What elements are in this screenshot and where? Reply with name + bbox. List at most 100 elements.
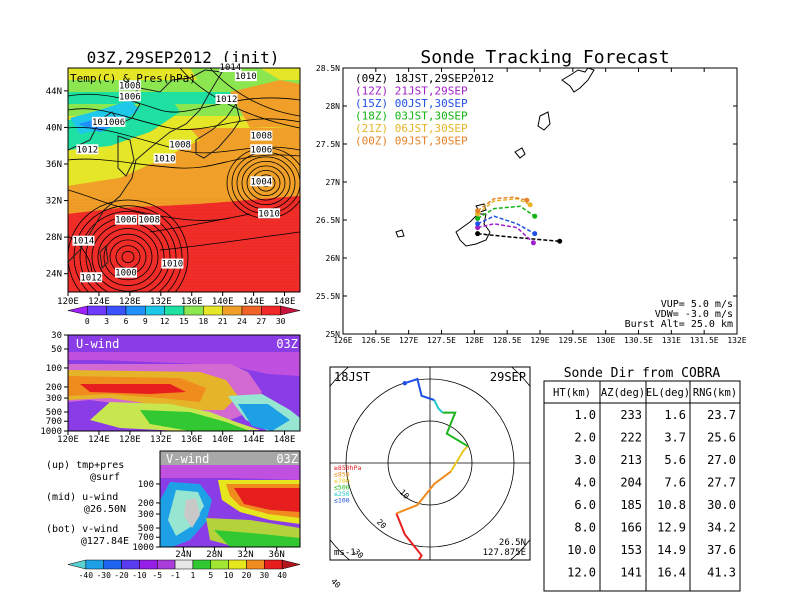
table-header: RNG(km) [693,387,737,399]
isobar-label: 1006 [119,92,141,102]
x-tick-label: 144E [243,435,265,445]
track-line [477,197,531,215]
track-frame [342,67,738,335]
y-tick-label: 500 [46,408,62,418]
temp-region [230,80,300,128]
colorbar-label: 18 [199,317,209,326]
colorbar-swatch [203,305,223,316]
table-cell: 30.0 [707,498,736,512]
isobar-label: 1006 [104,118,126,128]
u-wind-frame [67,334,301,432]
polar-legend-entry: ≤500 [334,484,350,492]
x-tick-label: 127.5E [427,336,456,345]
table-cell: 12.9 [657,521,686,535]
table-header: HT(km) [553,387,591,399]
x-tick-label: 126.5E [361,336,390,345]
colorbar-label: 20 [242,571,252,580]
isobar-label: 1008 [92,118,114,128]
table-cell: 166 [620,521,642,535]
panel-legend-text: (up) tmp+pres@surf (mid) u-wind@26.50N (bo… [46,460,129,547]
isobar-label-bg [258,208,281,219]
isobar [149,213,251,233]
x-tick-label: 136E [181,435,203,445]
track-legend-entry: (09Z) 18JST,29SEP2012 [355,72,494,85]
track-title: Sonde Tracking Forecast [420,47,669,68]
isobar-label-bg [219,62,242,72]
y-tick-label: 36N [46,160,62,170]
isobar [73,205,183,292]
colorbar-label: -1 [170,571,180,580]
table-cell: 233 [620,408,642,422]
x-tick-label: 120E [57,435,79,445]
track-legend: (09Z) 18JST,29SEP2012(12Z) 21JST,29SEP(1… [355,72,494,148]
colorbar-label: 10 [224,571,234,580]
colorbar-swatch [241,305,262,316]
table-title: Sonde Dir from COBRA [564,366,721,381]
isobar-label: 1006 [250,145,272,155]
isobar-label: 1010 [235,72,257,82]
x-tick-label: 131E [662,336,681,345]
legend-line: @127.84E [81,536,129,547]
y-tick-label: 26N [326,254,341,263]
x-tick-label: 144E [243,297,265,307]
isobar-label-bg [153,153,176,164]
colorbar-label: 12 [160,317,170,326]
isobar-label-bg [215,94,238,104]
isobar-label: 1010 [162,260,184,270]
y-tick-label: 27N [326,178,341,187]
polar-legend: ≥850hPa≤850≤700≤500≤250≤100 [334,464,361,505]
polar-time: 18JST [334,370,370,384]
isobar-label-bg [80,272,103,283]
colorbar-label: 21 [218,317,228,326]
polar-unit: ms-1 [334,548,356,558]
colorbar-swatch [261,305,281,316]
v-wind-x-ticks: 24N 28N 32N 36N [175,547,285,560]
isobar-label: 1010 [258,209,280,219]
isobar [103,233,153,281]
colorbar-label: 40 [277,571,287,580]
table-cell: 10.8 [657,498,686,512]
colorbar-label: -40 [79,571,94,580]
colorbar-label: 5 [208,571,213,580]
table-cell: 1.6 [664,408,686,422]
isobar-label-bg [169,139,192,150]
track-legend-entry: (21Z) 06JST,30SEP [355,122,468,135]
temp-region [68,116,200,186]
y-tick-label: 300 [46,394,62,404]
x-tick-label: 140E [212,297,234,307]
x-tick-label: 132E [727,336,746,345]
isobar-label: 1008 [119,81,141,91]
isobar-label-bg [103,116,126,127]
colorbar-swatch [280,305,301,316]
isobar-label-bg [161,258,184,269]
isobar [209,68,300,117]
isobar-label-bg [115,214,137,225]
map-title: 03Z,29SEP2012 (init) [87,48,280,67]
isobar-label-bg [250,144,273,155]
track-annotation: VUP= 5.0 m/s [661,299,733,310]
table-cell: 23.7 [707,408,736,422]
table-cell: 14.9 [657,543,686,557]
x-tick-label: 126E [333,336,352,345]
isobar-label-bg [118,80,141,91]
v-wind-time: 03Z [276,452,298,466]
table-cell: 3.7 [664,431,686,445]
y-tick-label: 28.5N [316,64,340,73]
table-cell: 10.0 [567,543,596,557]
table-cell: 2.0 [574,431,596,445]
colorbar-swatch [192,559,212,570]
track-legend-entry: (00Z) 09JST,30SEP [355,135,468,148]
colorbar-label: 0 [85,317,90,326]
legend-line: @26.50N [84,504,126,515]
colorbar-label: 30 [276,317,286,326]
legend-line: (up) tmp+pres [46,460,124,471]
track-line [477,223,534,244]
table-cell: 16.4 [657,566,686,580]
table-cell: 7.6 [664,476,686,490]
polar-legend-entry: ≥850hPa [334,464,361,472]
isobar-label: 1010 [154,154,176,164]
isobar-label-bg [250,130,273,141]
